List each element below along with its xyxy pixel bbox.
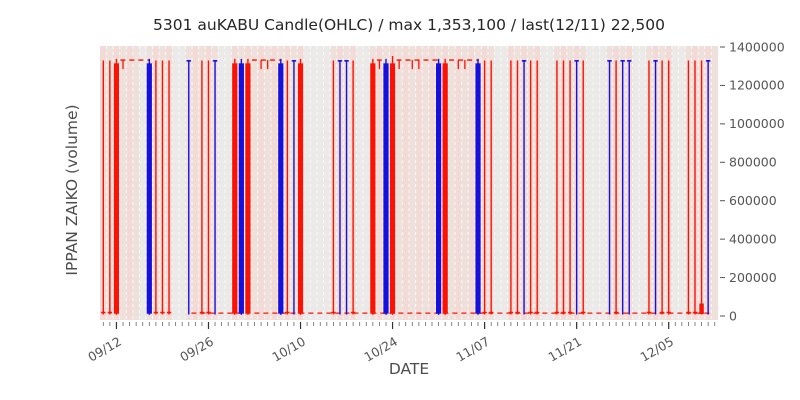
- y-tick-label: 600000: [729, 193, 777, 208]
- y-tick-label: 400000: [729, 231, 777, 246]
- x-tick-label: 09/26: [177, 334, 216, 365]
- x-tick-label: 09/12: [85, 334, 124, 365]
- y-tick-label: 1000000: [729, 116, 785, 131]
- x-axis-ticks: 09/12 09/26 10/10 10/24 11/07 11/21 12/05: [85, 322, 716, 365]
- chart-title: 5301 auKABU Candle(OHLC) / max 1,353,100…: [153, 16, 665, 34]
- x-axis-label: DATE: [388, 360, 430, 378]
- y-tick-label: 800000: [729, 155, 777, 170]
- x-tick-label: 10/24: [361, 334, 400, 365]
- y-tick-label: 0: [729, 308, 737, 323]
- y-tick-label: 1200000: [729, 78, 785, 93]
- x-tick-label: 11/07: [453, 334, 492, 365]
- day-gridlines: [106, 46, 712, 320]
- x-tick-label: 12/05: [637, 334, 676, 365]
- x-tick-label: 10/10: [269, 334, 308, 365]
- y-axis-ticks: 0 200000 400000 600000 800000 1000000 1200000 1…: [720, 39, 785, 323]
- y-tick-label: 1400000: [729, 39, 785, 54]
- y-tick-label: 200000: [729, 270, 777, 285]
- reference-dashed-lines: [120, 59, 713, 314]
- plot-background: [100, 46, 719, 320]
- candles-layer: [101, 56, 711, 315]
- x-tick-label: 11/21: [545, 334, 584, 365]
